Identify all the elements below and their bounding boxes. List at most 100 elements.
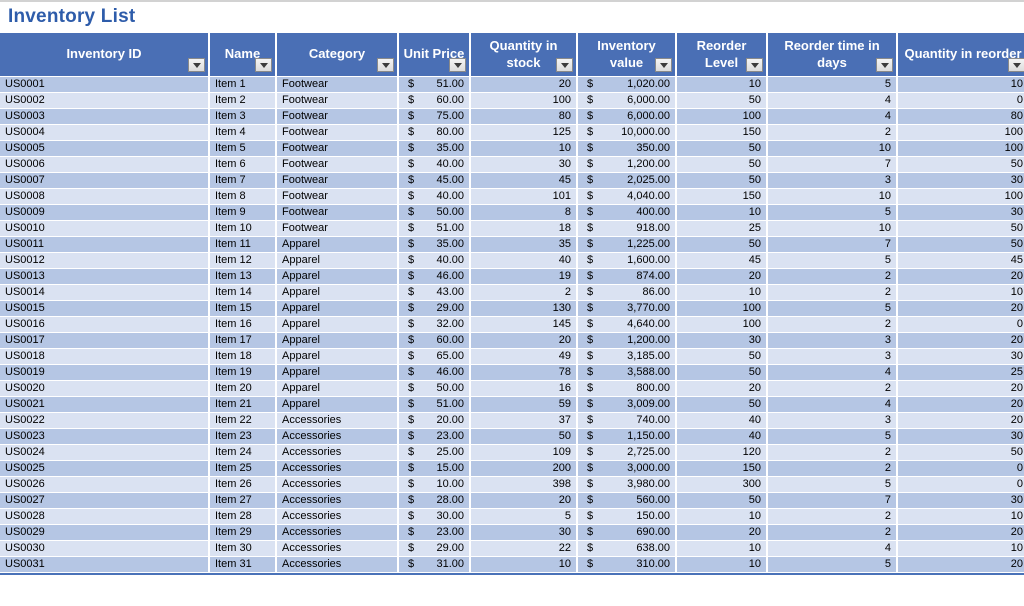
cell-reorder_level[interactable]: 120 — [677, 445, 768, 461]
cell-name[interactable]: Item 3 — [210, 109, 277, 125]
cell-unit_price[interactable]: $20.00 — [399, 413, 471, 429]
cell-inventory_value[interactable]: $3,588.00 — [578, 365, 677, 381]
cell-reorder_level[interactable]: 50 — [677, 237, 768, 253]
cell-inventory_id[interactable]: US0011 — [0, 237, 210, 253]
cell-inventory_id[interactable]: US0024 — [0, 445, 210, 461]
column-header-qty_reorder[interactable]: Quantity in reorder — [898, 33, 1024, 77]
cell-reorder_days[interactable]: 4 — [768, 93, 898, 109]
cell-reorder_days[interactable]: 2 — [768, 125, 898, 141]
cell-inventory_id[interactable]: US0029 — [0, 525, 210, 541]
cell-inventory_value[interactable]: $10,000.00 — [578, 125, 677, 141]
cell-qty_reorder[interactable]: 50 — [898, 445, 1024, 461]
cell-reorder_level[interactable]: 10 — [677, 557, 768, 573]
cell-category[interactable]: Footwear — [277, 173, 399, 189]
cell-inventory_value[interactable]: $3,770.00 — [578, 301, 677, 317]
cell-reorder_level[interactable]: 40 — [677, 429, 768, 445]
cell-category[interactable]: Accessories — [277, 445, 399, 461]
cell-category[interactable]: Apparel — [277, 365, 399, 381]
cell-inventory_id[interactable]: US0021 — [0, 397, 210, 413]
cell-name[interactable]: Item 29 — [210, 525, 277, 541]
cell-unit_price[interactable]: $29.00 — [399, 541, 471, 557]
cell-qty_reorder[interactable]: 10 — [898, 285, 1024, 301]
cell-qty_reorder[interactable]: 20 — [898, 557, 1024, 573]
cell-unit_price[interactable]: $51.00 — [399, 397, 471, 413]
cell-reorder_level[interactable]: 10 — [677, 285, 768, 301]
cell-qty_stock[interactable]: 18 — [471, 221, 578, 237]
cell-inventory_value[interactable]: $86.00 — [578, 285, 677, 301]
cell-name[interactable]: Item 9 — [210, 205, 277, 221]
cell-unit_price[interactable]: $60.00 — [399, 333, 471, 349]
cell-unit_price[interactable]: $60.00 — [399, 93, 471, 109]
cell-inventory_id[interactable]: US0023 — [0, 429, 210, 445]
column-header-inventory_value[interactable]: Inventory value — [578, 33, 677, 77]
cell-reorder_level[interactable]: 10 — [677, 541, 768, 557]
cell-unit_price[interactable]: $10.00 — [399, 477, 471, 493]
cell-reorder_level[interactable]: 300 — [677, 477, 768, 493]
cell-name[interactable]: Item 1 — [210, 77, 277, 93]
cell-qty_stock[interactable]: 10 — [471, 141, 578, 157]
cell-inventory_value[interactable]: $150.00 — [578, 509, 677, 525]
cell-inventory_value[interactable]: $4,640.00 — [578, 317, 677, 333]
cell-category[interactable]: Accessories — [277, 509, 399, 525]
cell-reorder_days[interactable]: 7 — [768, 237, 898, 253]
cell-category[interactable]: Footwear — [277, 125, 399, 141]
cell-category[interactable]: Footwear — [277, 189, 399, 205]
cell-qty_stock[interactable]: 59 — [471, 397, 578, 413]
cell-name[interactable]: Item 25 — [210, 461, 277, 477]
cell-category[interactable]: Footwear — [277, 93, 399, 109]
cell-reorder_days[interactable]: 5 — [768, 429, 898, 445]
cell-qty_stock[interactable]: 80 — [471, 109, 578, 125]
cell-category[interactable]: Apparel — [277, 269, 399, 285]
column-header-qty_stock[interactable]: Quantity in stock — [471, 33, 578, 77]
cell-inventory_id[interactable]: US0003 — [0, 109, 210, 125]
cell-qty_reorder[interactable]: 80 — [898, 109, 1024, 125]
cell-inventory_id[interactable]: US0005 — [0, 141, 210, 157]
cell-name[interactable]: Item 13 — [210, 269, 277, 285]
cell-qty_stock[interactable]: 78 — [471, 365, 578, 381]
cell-inventory_id[interactable]: US0002 — [0, 93, 210, 109]
cell-name[interactable]: Item 8 — [210, 189, 277, 205]
cell-reorder_level[interactable]: 150 — [677, 461, 768, 477]
cell-qty_stock[interactable]: 30 — [471, 525, 578, 541]
cell-reorder_level[interactable]: 50 — [677, 93, 768, 109]
filter-dropdown-button[interactable] — [746, 58, 763, 72]
cell-unit_price[interactable]: $35.00 — [399, 237, 471, 253]
cell-unit_price[interactable]: $51.00 — [399, 77, 471, 93]
cell-category[interactable]: Accessories — [277, 493, 399, 509]
cell-reorder_level[interactable]: 150 — [677, 189, 768, 205]
cell-inventory_value[interactable]: $400.00 — [578, 205, 677, 221]
filter-dropdown-button[interactable] — [876, 58, 893, 72]
cell-inventory_value[interactable]: $6,000.00 — [578, 93, 677, 109]
filter-dropdown-button[interactable] — [556, 58, 573, 72]
cell-qty_reorder[interactable]: 50 — [898, 237, 1024, 253]
cell-category[interactable]: Apparel — [277, 285, 399, 301]
cell-reorder_level[interactable]: 25 — [677, 221, 768, 237]
cell-name[interactable]: Item 21 — [210, 397, 277, 413]
cell-reorder_level[interactable]: 30 — [677, 333, 768, 349]
cell-name[interactable]: Item 31 — [210, 557, 277, 573]
cell-inventory_id[interactable]: US0013 — [0, 269, 210, 285]
cell-inventory_id[interactable]: US0009 — [0, 205, 210, 221]
cell-qty_reorder[interactable]: 20 — [898, 269, 1024, 285]
cell-name[interactable]: Item 27 — [210, 493, 277, 509]
cell-qty_stock[interactable]: 49 — [471, 349, 578, 365]
cell-unit_price[interactable]: $40.00 — [399, 253, 471, 269]
cell-reorder_days[interactable]: 5 — [768, 477, 898, 493]
cell-reorder_days[interactable]: 3 — [768, 173, 898, 189]
cell-unit_price[interactable]: $40.00 — [399, 189, 471, 205]
cell-inventory_value[interactable]: $1,600.00 — [578, 253, 677, 269]
cell-inventory_id[interactable]: US0012 — [0, 253, 210, 269]
cell-category[interactable]: Footwear — [277, 109, 399, 125]
filter-dropdown-button[interactable] — [655, 58, 672, 72]
cell-qty_reorder[interactable]: 100 — [898, 125, 1024, 141]
cell-qty_stock[interactable]: 101 — [471, 189, 578, 205]
cell-reorder_level[interactable]: 10 — [677, 205, 768, 221]
cell-inventory_id[interactable]: US0016 — [0, 317, 210, 333]
cell-unit_price[interactable]: $23.00 — [399, 525, 471, 541]
cell-name[interactable]: Item 6 — [210, 157, 277, 173]
cell-reorder_level[interactable]: 100 — [677, 109, 768, 125]
cell-category[interactable]: Accessories — [277, 413, 399, 429]
cell-qty_stock[interactable]: 398 — [471, 477, 578, 493]
cell-reorder_days[interactable]: 2 — [768, 461, 898, 477]
cell-reorder_days[interactable]: 5 — [768, 301, 898, 317]
